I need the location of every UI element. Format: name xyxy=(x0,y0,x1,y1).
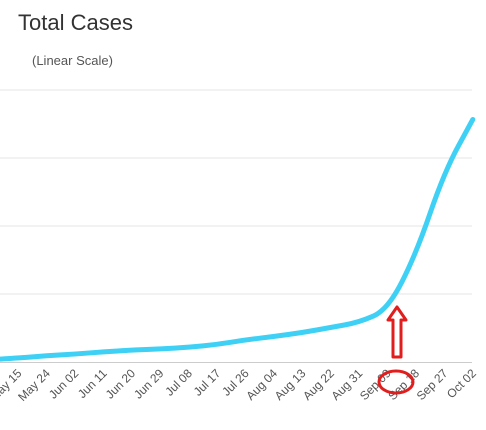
x-tick-label: Oct 02 xyxy=(444,366,479,401)
annotation xyxy=(377,305,415,395)
chart-title: Total Cases xyxy=(18,10,133,35)
grid-lines xyxy=(0,89,472,295)
chart-subtitle: (Linear Scale) xyxy=(32,53,113,68)
x-tick-label: Jul 08 xyxy=(162,366,195,399)
x-tick-label: Jun 11 xyxy=(75,366,110,401)
annotation-circle xyxy=(377,369,415,395)
x-tick-label: Jun 02 xyxy=(46,366,82,402)
x-tick-label: Jun 29 xyxy=(131,366,167,402)
x-tick-label: Jul 17 xyxy=(191,366,224,399)
annotation-arrow xyxy=(386,305,408,359)
x-tick-label: Sep 27 xyxy=(414,366,451,403)
x-tick-label: May 24 xyxy=(15,366,53,404)
x-tick-label: Jun 20 xyxy=(103,366,139,402)
series-line-total-cases xyxy=(0,116,476,362)
